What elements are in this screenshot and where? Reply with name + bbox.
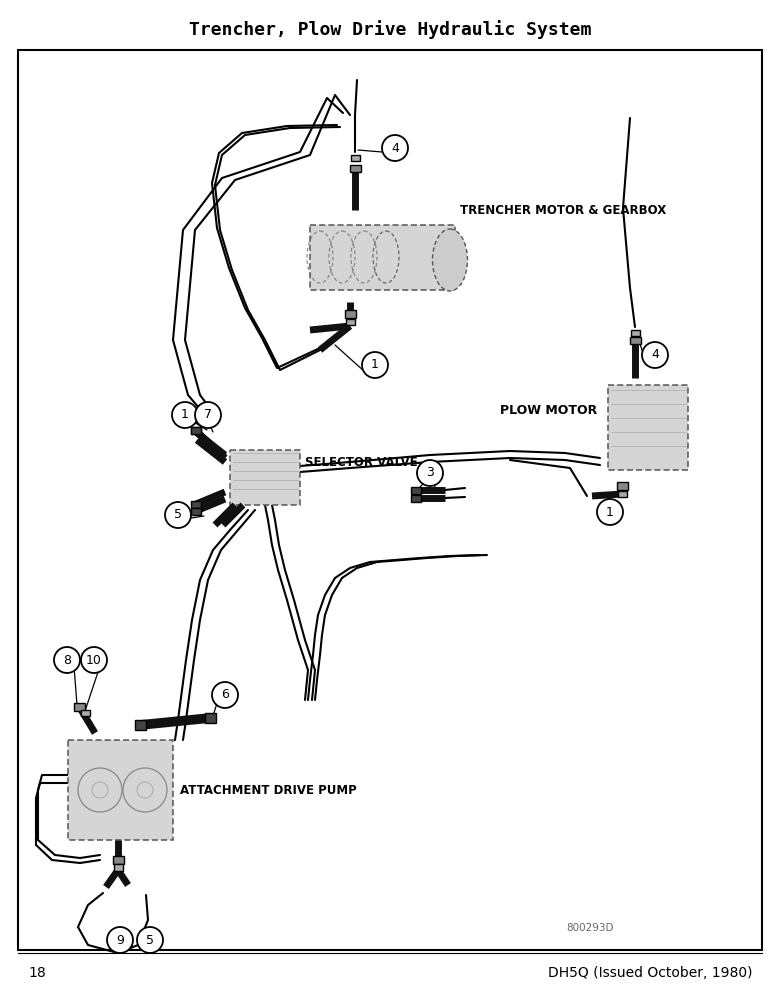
Circle shape	[54, 647, 80, 673]
Text: DH5Q (Issued October, 1980): DH5Q (Issued October, 1980)	[548, 966, 752, 980]
Circle shape	[362, 352, 388, 378]
Bar	[191, 508, 201, 514]
Circle shape	[195, 402, 221, 428]
Text: ATTACHMENT DRIVE PUMP: ATTACHMENT DRIVE PUMP	[180, 784, 356, 796]
Text: 1: 1	[371, 359, 379, 371]
Bar	[230, 450, 300, 505]
Circle shape	[172, 402, 198, 428]
Text: TRENCHER MOTOR & GEARBOX: TRENCHER MOTOR & GEARBOX	[460, 204, 666, 217]
Text: 6: 6	[221, 688, 229, 702]
Bar	[191, 500, 201, 508]
Circle shape	[382, 135, 408, 161]
Circle shape	[81, 647, 107, 673]
Bar	[618, 491, 626, 497]
Text: Trencher, Plow Drive Hydraulic System: Trencher, Plow Drive Hydraulic System	[189, 21, 591, 39]
Bar	[310, 225, 455, 290]
Text: 4: 4	[651, 349, 659, 361]
Bar	[134, 720, 146, 730]
Text: 3: 3	[426, 466, 434, 480]
Circle shape	[417, 460, 443, 486]
Text: SELECTOR VALVE: SELECTOR VALVE	[305, 456, 417, 468]
Bar	[345, 310, 356, 318]
Text: 8: 8	[63, 654, 71, 666]
Text: 1: 1	[181, 408, 189, 422]
Circle shape	[642, 342, 668, 368]
Bar	[80, 710, 90, 716]
Text: 18: 18	[28, 966, 46, 980]
Bar	[114, 863, 122, 870]
Text: PLOW MOTOR: PLOW MOTOR	[500, 403, 597, 416]
Bar	[68, 740, 173, 840]
Bar	[411, 487, 421, 493]
Bar	[608, 385, 688, 470]
Text: 9: 9	[116, 934, 124, 946]
Bar	[349, 164, 360, 172]
Bar	[350, 155, 360, 161]
Circle shape	[597, 499, 623, 525]
Text: 4: 4	[391, 141, 399, 154]
Text: 800293D: 800293D	[566, 923, 614, 933]
Bar	[73, 703, 84, 711]
Bar	[346, 319, 354, 325]
Circle shape	[212, 682, 238, 708]
Bar	[616, 482, 627, 490]
Text: 7: 7	[204, 408, 212, 422]
Circle shape	[107, 927, 133, 953]
Text: 1: 1	[606, 506, 614, 518]
Circle shape	[165, 502, 191, 528]
Ellipse shape	[432, 229, 467, 291]
Bar	[204, 713, 215, 723]
Bar	[411, 494, 421, 502]
Text: 10: 10	[86, 654, 102, 666]
Text: 5: 5	[146, 934, 154, 946]
Bar	[112, 856, 123, 864]
Bar	[191, 426, 201, 434]
Bar	[629, 336, 640, 344]
Circle shape	[137, 927, 163, 953]
Bar	[191, 426, 201, 434]
Bar	[630, 330, 640, 336]
Text: 5: 5	[174, 508, 182, 522]
